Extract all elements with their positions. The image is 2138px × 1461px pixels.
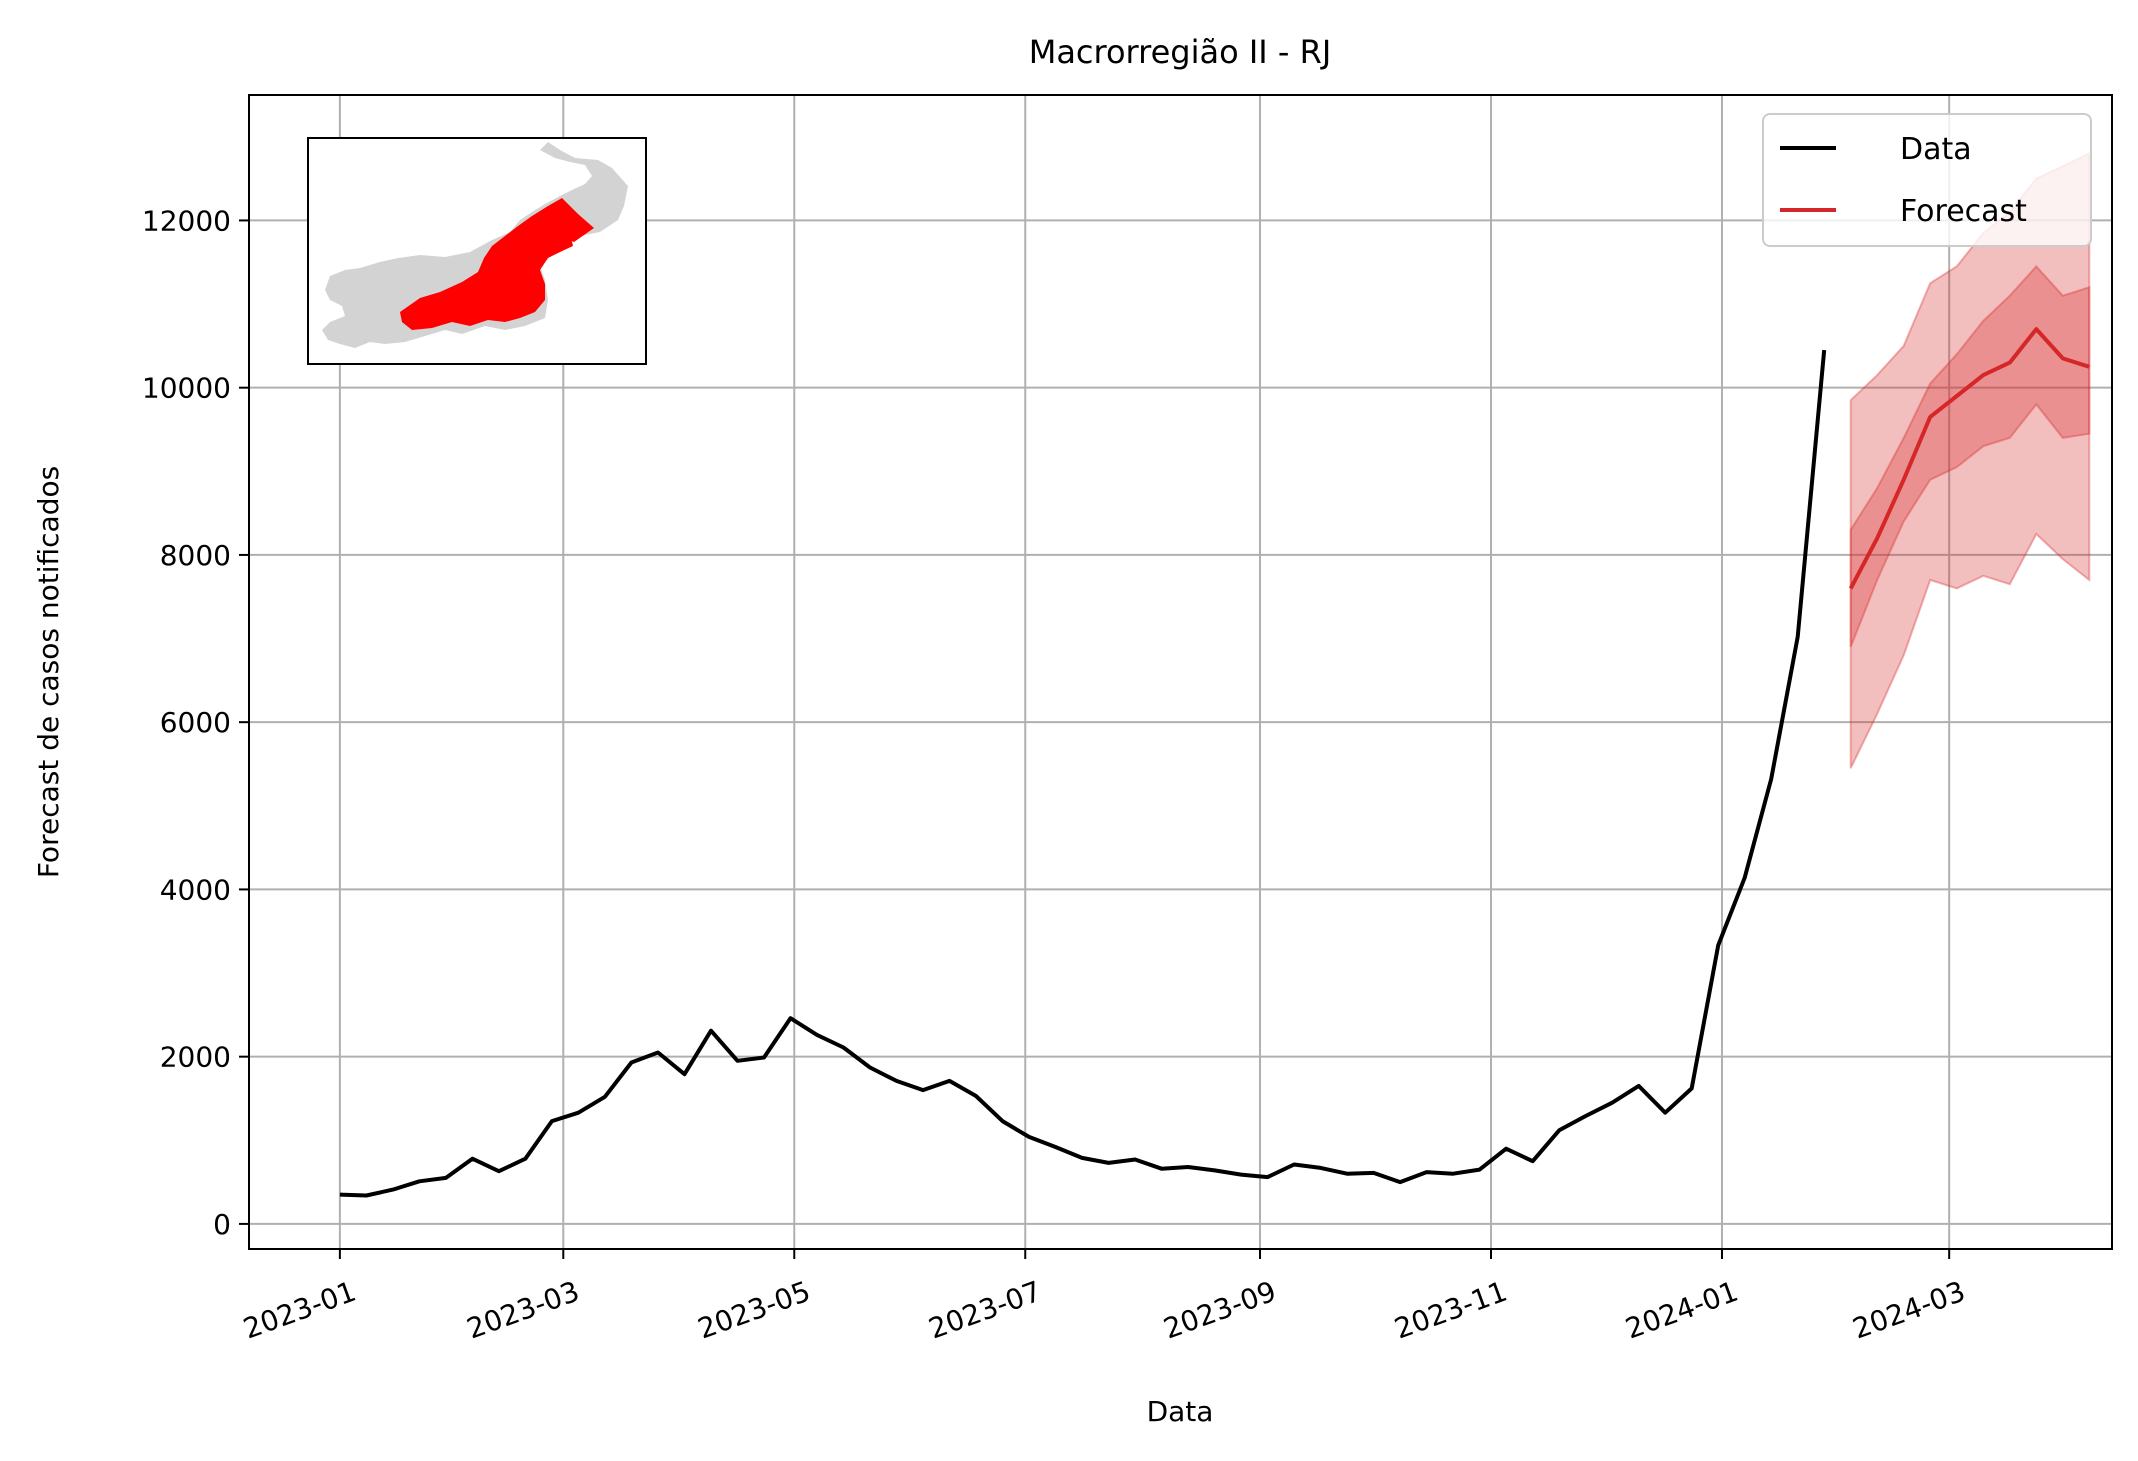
- data-point: [550, 1119, 554, 1123]
- y-tick-label: 8000: [160, 539, 231, 572]
- forecast-point: [2008, 361, 2012, 365]
- inset-map-highlight-region: [400, 198, 573, 330]
- data-point: [1796, 635, 1800, 639]
- inset-map-highlight-region-east: [556, 198, 594, 242]
- data-point: [974, 1094, 978, 1098]
- data-point: [683, 1072, 687, 1076]
- forecast-point: [1849, 586, 1853, 590]
- data-point: [921, 1088, 925, 1092]
- data-point: [736, 1059, 740, 1063]
- data-point: [842, 1046, 846, 1050]
- data-point: [338, 1193, 342, 1197]
- data-point: [1822, 348, 1826, 352]
- legend-label-data: Data: [1900, 132, 1972, 167]
- data-point: [523, 1157, 527, 1161]
- data-point: [1451, 1172, 1455, 1176]
- data-point: [417, 1179, 421, 1183]
- chart-title: Macrorregião II - RJ: [1029, 33, 1332, 71]
- data-point: [1557, 1128, 1561, 1132]
- inset-map-base-region: [322, 142, 628, 348]
- data-point: [1292, 1163, 1296, 1167]
- forecast-outer-band: [1849, 151, 2091, 769]
- legend-box: [1762, 113, 2092, 247]
- data-point: [1160, 1167, 1164, 1171]
- data-point: [470, 1157, 474, 1161]
- data-point: [1637, 1084, 1641, 1088]
- data-point: [656, 1051, 660, 1055]
- data-point: [1584, 1114, 1588, 1118]
- legend: Data Forecast: [1762, 113, 2092, 247]
- data-point: [868, 1066, 872, 1070]
- data-point: [1663, 1111, 1667, 1115]
- data-point: [629, 1061, 633, 1065]
- forecast-point: [2061, 356, 2065, 360]
- inset-map: [307, 137, 647, 365]
- data-point: [1319, 1166, 1323, 1170]
- data-point: [1610, 1101, 1614, 1105]
- data-point: [709, 1029, 713, 1033]
- data-point: [762, 1056, 766, 1060]
- data-point: [497, 1169, 501, 1173]
- y-tick-label: 4000: [160, 873, 231, 906]
- data-point: [1001, 1119, 1005, 1123]
- data-point: [1054, 1145, 1058, 1149]
- confidence-bands: [1849, 151, 2091, 769]
- forecast-inner-band: [1849, 264, 2091, 648]
- forecast-point: [1902, 478, 1906, 482]
- series-line-forecast: [1848, 327, 2090, 590]
- data-point: [1266, 1175, 1270, 1179]
- data-point: [1345, 1172, 1349, 1176]
- data-point: [364, 1194, 368, 1198]
- data-point: [391, 1188, 395, 1192]
- data-point: [1107, 1161, 1111, 1165]
- data-point: [789, 1016, 793, 1020]
- data-point: [1690, 1086, 1694, 1090]
- data-point: [1372, 1171, 1376, 1175]
- data-point: [444, 1176, 448, 1180]
- y-tick-label: 10000: [142, 372, 231, 405]
- y-tick-label: 12000: [142, 204, 231, 237]
- series-line-data: [339, 349, 1827, 1198]
- data-point: [1186, 1165, 1190, 1169]
- data-point: [1080, 1156, 1084, 1160]
- data-point: [1133, 1158, 1137, 1162]
- data-point: [1478, 1168, 1482, 1172]
- data-point: [1213, 1168, 1217, 1172]
- y-tick-label: 6000: [160, 706, 231, 739]
- y-axis-ticks: 0 2000 4000 6000 8000 10000 12000: [142, 204, 249, 1241]
- data-point: [1027, 1135, 1031, 1139]
- series-lines: [338, 327, 2091, 1198]
- data-point: [1239, 1173, 1243, 1177]
- data-point: [1504, 1147, 1508, 1151]
- forecast-point: [1981, 373, 1985, 377]
- grid: [249, 95, 2112, 1249]
- plot-frame: [248, 94, 2113, 1250]
- forecast-point: [1928, 415, 1932, 419]
- data-point: [1398, 1180, 1402, 1184]
- data-point: [1531, 1159, 1535, 1163]
- legend-label-forecast: Forecast: [1900, 194, 2027, 229]
- forecast-point: [2034, 327, 2038, 331]
- data-point: [1769, 777, 1773, 781]
- data-point: [1743, 876, 1747, 880]
- forecast-point: [1875, 536, 1879, 540]
- x-axis-label: Data: [1147, 1395, 1214, 1428]
- data-point: [815, 1033, 819, 1037]
- data-point: [1425, 1170, 1429, 1174]
- data-point: [576, 1111, 580, 1115]
- y-tick-label: 2000: [160, 1041, 231, 1074]
- data-point: [895, 1079, 899, 1083]
- data-point: [948, 1079, 952, 1083]
- forecast-point: [2087, 365, 2091, 369]
- y-axis-label: Forecast de casos notificados: [32, 466, 65, 878]
- data-point: [1716, 943, 1720, 947]
- y-tick-label: 0: [213, 1208, 231, 1241]
- forecast-point: [1955, 394, 1959, 398]
- data-point: [603, 1095, 607, 1099]
